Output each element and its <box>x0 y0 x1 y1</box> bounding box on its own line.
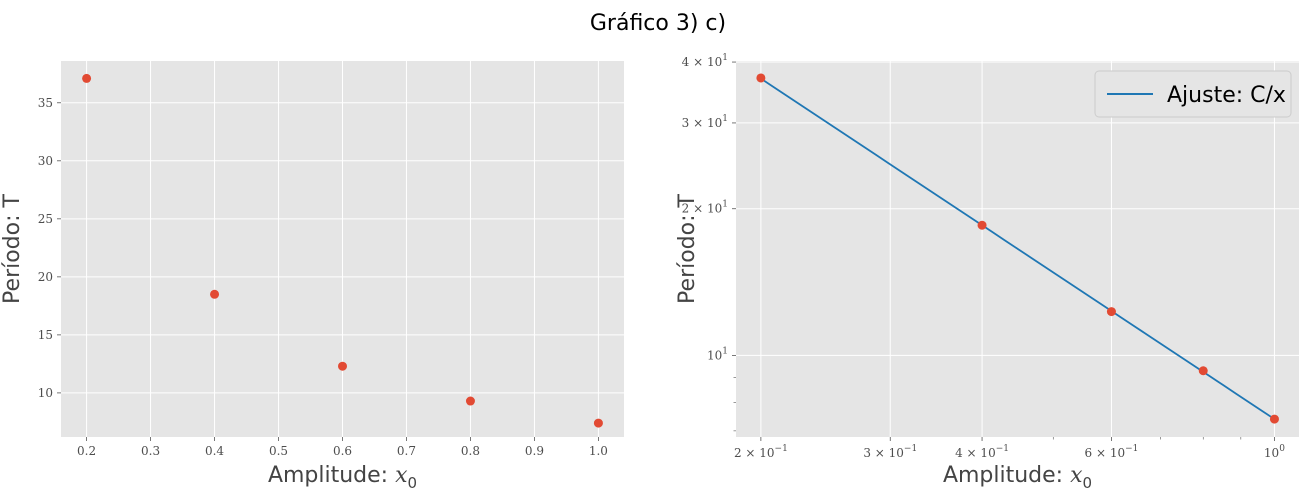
data-point <box>977 220 987 230</box>
y-axis-label: Período: T <box>675 193 700 303</box>
x-tick-label: 3 × 10−1 <box>863 444 917 460</box>
data-point <box>82 73 92 83</box>
y-axis-label: Período: T <box>0 193 25 303</box>
x-tick-label: 0.8 <box>461 444 480 458</box>
data-point <box>210 289 220 299</box>
x-tick-label: 1.0 <box>589 444 608 458</box>
x-axis-label: Amplitude: x0 <box>268 463 417 492</box>
y-tick-label: 2 × 101 <box>682 200 728 216</box>
data-point <box>338 361 347 371</box>
grid <box>736 61 1299 437</box>
x-tick-label: 4 × 10−1 <box>955 444 1009 460</box>
figure-title: Gráfico 3) c) <box>590 11 726 36</box>
y-tick-label: 35 <box>38 96 53 110</box>
data-point <box>1106 307 1116 317</box>
x-tick-label: 0.4 <box>205 444 224 458</box>
right-chart: 2 × 10−1 3 × 10−1 4 × 10−1 6 × 10−1 100 101 2 … <box>675 53 1299 492</box>
x-tick-label: 0.7 <box>397 444 416 458</box>
x-tick-label: 2 × 10−1 <box>734 444 788 460</box>
data-point <box>593 418 603 428</box>
y-tick-label: 3 × 101 <box>682 114 728 130</box>
x-tick-label: 6 × 10−1 <box>1085 444 1139 460</box>
y-tick-label: 4 × 101 <box>682 53 728 69</box>
legend: Ajuste: C/x <box>1094 70 1292 118</box>
x-tick-label: 0.5 <box>269 444 288 458</box>
y-tick-label: 20 <box>38 270 53 284</box>
y-tick-label: 25 <box>38 212 53 226</box>
x-tick-label: 0.2 <box>77 444 96 458</box>
x-tick-label: 100 <box>1264 444 1285 460</box>
grid <box>61 61 624 437</box>
y-tick-label: 101 <box>707 346 728 362</box>
y-tick-label: 30 <box>38 154 53 168</box>
data-point <box>756 73 766 83</box>
left-chart: 0.2 0.3 0.4 0.5 0.6 0.7 0.8 0.9 1.0 10 15 20 25 30 35 A… <box>0 61 624 492</box>
x-tick-label: 0.9 <box>525 444 544 458</box>
x-tick-label: 0.3 <box>141 444 160 458</box>
x-axis-label: Amplitude: x0 <box>943 463 1092 492</box>
fit-line <box>760 77 1275 420</box>
y-tick-label: 10 <box>38 386 53 400</box>
y-tick-label: 15 <box>38 328 53 342</box>
x-tick-label: 0.6 <box>333 444 352 458</box>
legend-box <box>1094 70 1292 118</box>
data-point <box>1198 366 1208 376</box>
legend-label: Ajuste: C/x <box>1167 83 1286 108</box>
data-point <box>465 396 475 406</box>
data-point <box>1269 414 1279 424</box>
